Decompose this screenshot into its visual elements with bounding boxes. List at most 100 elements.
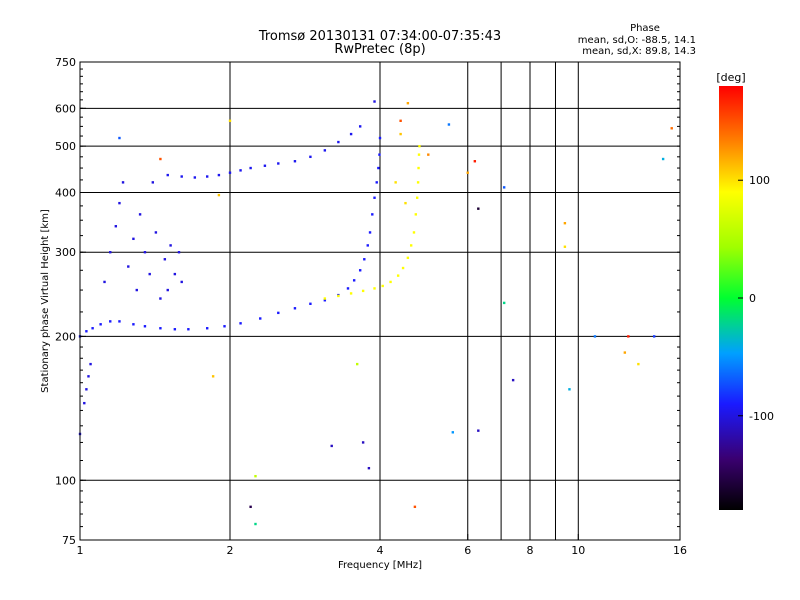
data-point <box>83 401 86 405</box>
data-point <box>389 280 392 284</box>
data-point <box>277 162 280 165</box>
x-tick-label: 10 <box>571 544 585 557</box>
y-tick-label: 75 <box>62 534 76 547</box>
data-point <box>404 201 407 205</box>
data-point <box>259 317 262 320</box>
data-point <box>349 132 353 136</box>
data-point <box>368 231 372 234</box>
data-point <box>154 231 158 234</box>
colorbar-label: [deg] <box>716 71 745 84</box>
data-point <box>323 299 327 302</box>
data-point <box>239 322 242 325</box>
y-axis-label: Stationary phase Virtual Height [km] <box>40 209 51 393</box>
data-point <box>593 335 597 338</box>
x-axis-ticks: 1 2 4 6 8 10 16 <box>77 534 687 557</box>
data-point <box>412 231 416 234</box>
data-point <box>652 335 656 338</box>
data-point <box>396 274 400 277</box>
x-tick-label: 2 <box>227 544 234 557</box>
data-point <box>217 193 221 197</box>
data-point <box>309 302 312 305</box>
data-point <box>87 375 90 378</box>
y-tick-label: 500 <box>55 140 76 153</box>
data-point <box>132 237 135 241</box>
data-point <box>414 213 418 216</box>
data-point <box>416 181 420 184</box>
data-point <box>451 431 455 434</box>
data-point <box>358 125 362 128</box>
y-tick-label: 600 <box>55 102 76 115</box>
data-point <box>330 444 333 448</box>
data-point <box>103 280 106 284</box>
data-point <box>661 157 665 161</box>
x-tick-label: 16 <box>673 544 687 557</box>
y-tick-label: 300 <box>55 246 76 259</box>
data-point <box>217 173 221 177</box>
data-point <box>418 144 421 148</box>
data-point <box>473 160 477 163</box>
data-point <box>277 311 280 315</box>
data-point <box>337 294 340 298</box>
colorbar-tick-label: 0 <box>749 292 756 305</box>
data-point <box>323 297 327 300</box>
data-point <box>477 429 480 432</box>
data-point <box>417 153 421 156</box>
y-axis-ticks: 75 100 200 300 400 500 600 750 <box>55 56 680 547</box>
x-tick-label: 6 <box>464 544 471 557</box>
data-point <box>135 288 138 292</box>
data-point <box>228 171 232 174</box>
data-point <box>173 328 177 331</box>
y-tick-label: 100 <box>55 474 76 487</box>
data-points <box>78 100 673 526</box>
data-point <box>118 320 121 323</box>
data-point <box>349 292 353 295</box>
data-point <box>127 265 130 268</box>
chart-subtitle: RwPretec (8p) <box>334 42 425 57</box>
data-point <box>121 181 125 184</box>
data-point <box>511 378 515 382</box>
data-point <box>173 272 177 276</box>
data-point <box>366 244 369 247</box>
data-point <box>109 320 112 323</box>
data-point <box>378 136 382 140</box>
data-point <box>568 388 571 391</box>
data-point <box>381 284 384 288</box>
data-point <box>399 119 402 123</box>
colorbar-tick-label: -100 <box>749 410 774 423</box>
data-point <box>109 251 112 254</box>
data-point <box>263 164 267 167</box>
data-point <box>85 330 88 333</box>
data-point <box>637 362 640 366</box>
data-point <box>205 175 209 178</box>
data-point <box>417 166 420 170</box>
data-point <box>373 100 376 103</box>
data-point <box>193 176 197 179</box>
data-point <box>361 289 365 293</box>
data-point <box>85 388 88 391</box>
data-point <box>406 101 410 105</box>
data-point <box>205 327 209 330</box>
x-axis-label: Frequency [MHz] <box>338 560 422 571</box>
phase-legend-o: mean, sd,O: -88.5, 14.1 <box>578 35 696 46</box>
colorbar-tick-label: 100 <box>749 174 770 187</box>
data-point <box>363 258 366 261</box>
data-point <box>143 251 147 254</box>
data-point <box>355 362 359 366</box>
y-tick-label: 200 <box>55 330 76 343</box>
data-point <box>401 266 405 270</box>
data-point <box>447 123 451 126</box>
data-point <box>159 157 162 161</box>
data-point <box>148 272 151 276</box>
data-point <box>91 327 94 330</box>
data-point <box>409 244 413 247</box>
data-point <box>670 127 673 130</box>
y-tick-label: 750 <box>55 56 76 69</box>
data-point <box>375 181 378 184</box>
data-point <box>378 153 381 156</box>
data-point <box>180 175 183 178</box>
data-point <box>399 132 402 136</box>
data-point <box>138 213 142 216</box>
data-point <box>358 269 362 272</box>
